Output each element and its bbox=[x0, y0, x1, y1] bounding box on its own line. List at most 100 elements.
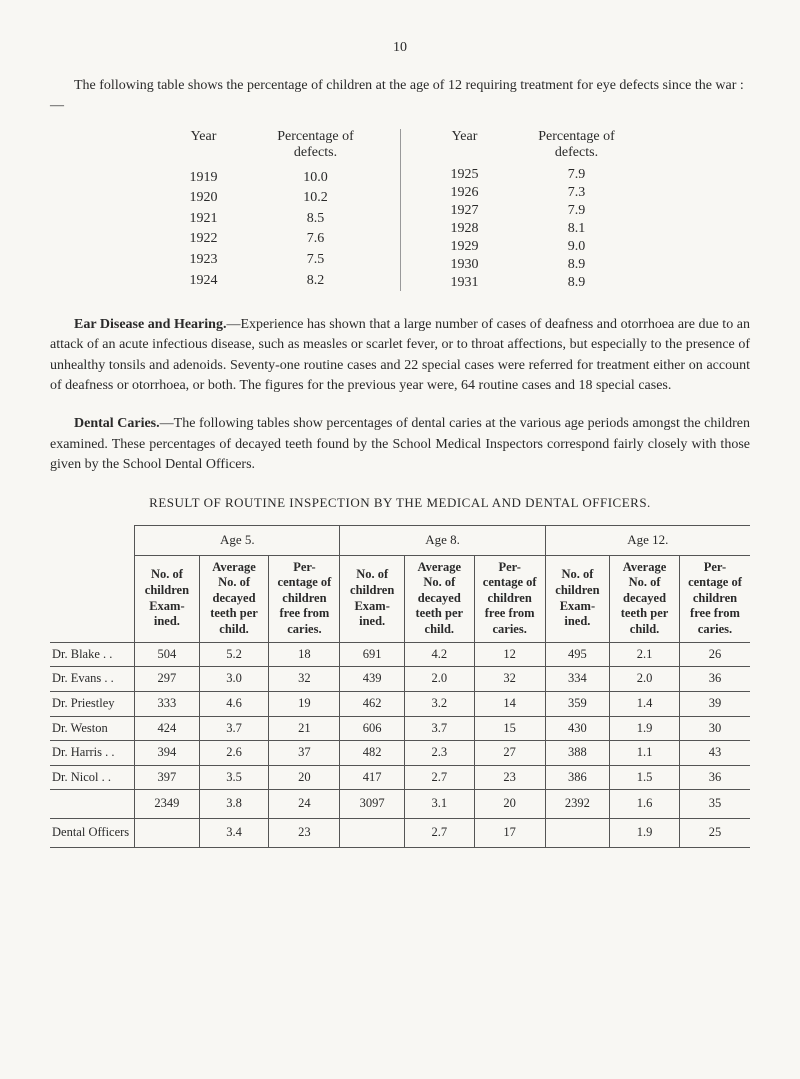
intro-paragraph: The following table shows the percentage… bbox=[50, 76, 750, 115]
pct-cell: 1922 bbox=[164, 231, 244, 250]
data-cell: 297 bbox=[135, 667, 199, 692]
data-cell: 2.3 bbox=[404, 741, 474, 766]
percentage-table: Year Percentage of defects. 1919 10.0 19… bbox=[50, 129, 750, 291]
pct-cell: 1927 bbox=[425, 203, 505, 219]
data-cell: 3097 bbox=[340, 790, 404, 819]
data-cell: 30 bbox=[679, 716, 750, 741]
data-cell: 17 bbox=[474, 819, 545, 848]
data-cell: 26 bbox=[679, 642, 750, 667]
data-cell: 1.6 bbox=[610, 790, 680, 819]
data-cell: 12 bbox=[474, 642, 545, 667]
pct-header-year: Year bbox=[164, 129, 244, 168]
blank-header bbox=[50, 526, 135, 642]
data-cell: 1.1 bbox=[610, 741, 680, 766]
data-cell: 3.7 bbox=[199, 716, 269, 741]
data-cell: 32 bbox=[269, 667, 340, 692]
data-cell: 35 bbox=[679, 790, 750, 819]
pct-cell: 1930 bbox=[425, 257, 505, 273]
pct-header-pct: Percentage of defects. bbox=[517, 129, 637, 165]
pct-cell: 1924 bbox=[164, 273, 244, 292]
row-label: Dr. Weston bbox=[50, 716, 135, 741]
data-cell: 2392 bbox=[545, 790, 609, 819]
data-cell: 504 bbox=[135, 642, 199, 667]
data-cell: 2349 bbox=[135, 790, 199, 819]
row-label: Dr. Evans . . bbox=[50, 667, 135, 692]
data-cell: 417 bbox=[340, 765, 404, 790]
data-cell: 359 bbox=[545, 691, 609, 716]
data-cell: 43 bbox=[679, 741, 750, 766]
pct-left-half: Year Percentage of defects. 1919 10.0 19… bbox=[164, 129, 376, 291]
table-row: Dr. Nicol . .3973.5204172.7233861.536 bbox=[50, 765, 750, 790]
ear-disease-title: Ear Disease and Hearing. bbox=[74, 317, 226, 332]
age5-header: Age 5. bbox=[135, 526, 340, 555]
data-cell: 495 bbox=[545, 642, 609, 667]
data-cell: 430 bbox=[545, 716, 609, 741]
subheader: Per-centage of children free from caries… bbox=[474, 555, 545, 642]
subheader: No. of children Exam-ined. bbox=[340, 555, 404, 642]
age8-header: Age 8. bbox=[340, 526, 545, 555]
data-cell: 3.0 bbox=[199, 667, 269, 692]
pct-cell: 8.9 bbox=[517, 257, 637, 273]
pct-cell: 1923 bbox=[164, 252, 244, 271]
pct-cell: 1929 bbox=[425, 239, 505, 255]
table-row: Dr. Weston4243.7216063.7154301.930 bbox=[50, 716, 750, 741]
data-cell: 4.6 bbox=[199, 691, 269, 716]
row-label: Dr. Priestley bbox=[50, 691, 135, 716]
pct-cell: 1920 bbox=[164, 190, 244, 209]
pct-cell: 10.0 bbox=[256, 170, 376, 189]
data-cell: 23 bbox=[269, 819, 340, 848]
data-cell: 2.0 bbox=[404, 667, 474, 692]
ear-disease-paragraph: Ear Disease and Hearing.—Experience has … bbox=[50, 315, 750, 396]
data-cell: 2.7 bbox=[404, 819, 474, 848]
data-cell: 691 bbox=[340, 642, 404, 667]
data-cell: 27 bbox=[474, 741, 545, 766]
pct-cell: 1919 bbox=[164, 170, 244, 189]
data-cell: 20 bbox=[474, 790, 545, 819]
table-row: Dr. Harris . .3942.6374822.3273881.143 bbox=[50, 741, 750, 766]
pct-cell: 8.1 bbox=[517, 221, 637, 237]
pct-cell: 1925 bbox=[425, 167, 505, 183]
data-cell: 1.4 bbox=[610, 691, 680, 716]
data-cell: 388 bbox=[545, 741, 609, 766]
pct-cell: 1921 bbox=[164, 211, 244, 230]
pct-cell: 7.5 bbox=[256, 252, 376, 271]
row-label: Dental Officers bbox=[50, 819, 135, 848]
data-cell: 3.7 bbox=[404, 716, 474, 741]
data-cell: 14 bbox=[474, 691, 545, 716]
data-cell: 397 bbox=[135, 765, 199, 790]
pct-cell: 7.9 bbox=[517, 167, 637, 183]
page-number: 10 bbox=[50, 40, 750, 56]
data-cell: 3.4 bbox=[199, 819, 269, 848]
dental-caries-title: Dental Caries. bbox=[74, 416, 160, 431]
data-cell: 3.5 bbox=[199, 765, 269, 790]
pct-cell: 7.6 bbox=[256, 231, 376, 250]
data-cell: 482 bbox=[340, 741, 404, 766]
data-cell: 23 bbox=[474, 765, 545, 790]
data-cell: 20 bbox=[269, 765, 340, 790]
data-cell: 1.9 bbox=[610, 716, 680, 741]
data-cell: 334 bbox=[545, 667, 609, 692]
data-cell: 25 bbox=[679, 819, 750, 848]
pct-header-pct: Percentage of defects. bbox=[256, 129, 376, 168]
data-cell: 37 bbox=[269, 741, 340, 766]
subheader: No. of children Exam-ined. bbox=[545, 555, 609, 642]
pct-divider bbox=[400, 129, 401, 291]
age12-header: Age 12. bbox=[545, 526, 750, 555]
pct-cell: 9.0 bbox=[517, 239, 637, 255]
data-cell: 2.7 bbox=[404, 765, 474, 790]
data-cell: 3.2 bbox=[404, 691, 474, 716]
table-row: Dental Officers 3.423 2.717 1.925 bbox=[50, 819, 750, 848]
data-cell: 333 bbox=[135, 691, 199, 716]
pct-cell: 8.5 bbox=[256, 211, 376, 230]
data-cell: 3.1 bbox=[404, 790, 474, 819]
row-label: Dr. Harris . . bbox=[50, 741, 135, 766]
data-cell: 1.9 bbox=[610, 819, 680, 848]
data-cell: 19 bbox=[269, 691, 340, 716]
data-cell: 2.6 bbox=[199, 741, 269, 766]
pct-cell: 10.2 bbox=[256, 190, 376, 209]
data-cell: 39 bbox=[679, 691, 750, 716]
data-cell: 439 bbox=[340, 667, 404, 692]
data-cell: 21 bbox=[269, 716, 340, 741]
data-cell bbox=[545, 819, 609, 848]
subheader: Per-centage of children free from caries… bbox=[269, 555, 340, 642]
